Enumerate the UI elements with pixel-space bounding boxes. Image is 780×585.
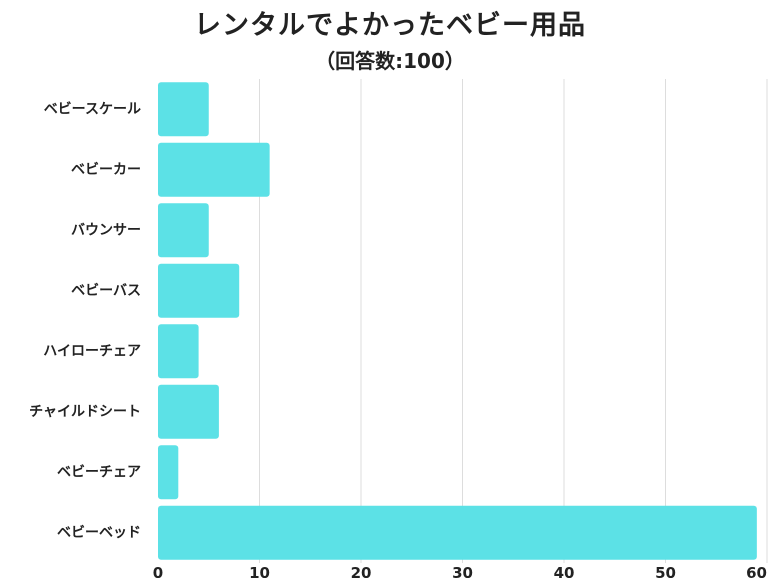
grid-lines [259,79,768,563]
category-label-8: ベビーベッド [57,525,141,541]
category-label-4: ベビーバス [71,283,141,299]
bar-3 [158,203,209,258]
bar-7 [158,445,179,500]
category-label-2: ベビーカー [71,162,141,178]
category-label-1: ベビースケール [44,101,141,117]
chart-title: レンタルでよかったベビー用品 [194,10,586,41]
bar-4 [158,263,240,318]
x-tick-labels: 0 10 20 30 40 50 60 [153,564,767,582]
x-tick-label-10: 10 [249,564,270,582]
x-tick-label-60: 60 [746,564,767,582]
x-tick-label-20: 20 [351,564,372,582]
bars [158,82,757,560]
bar-6 [158,384,219,439]
bar-8 [158,505,757,560]
category-label-3: バウンサー [71,222,141,238]
x-tick-label-50: 50 [655,564,676,582]
x-tick-label-0: 0 [153,564,163,582]
x-tick-label-40: 40 [554,564,575,582]
chart-subtitle: （回答数:100） [315,49,465,73]
x-tick-label-30: 30 [452,564,473,582]
category-label-6: チャイルドシート [29,404,141,420]
bar-5 [158,324,199,379]
category-labels: ベビースケールベビーカーバウンサーベビーバスハイローチェアチャイルドシートベビー… [29,101,141,541]
category-label-7: ベビーチェア [57,464,141,480]
bar-1 [158,82,209,137]
category-label-5: ハイローチェア [43,343,141,359]
bar-2 [158,142,270,197]
